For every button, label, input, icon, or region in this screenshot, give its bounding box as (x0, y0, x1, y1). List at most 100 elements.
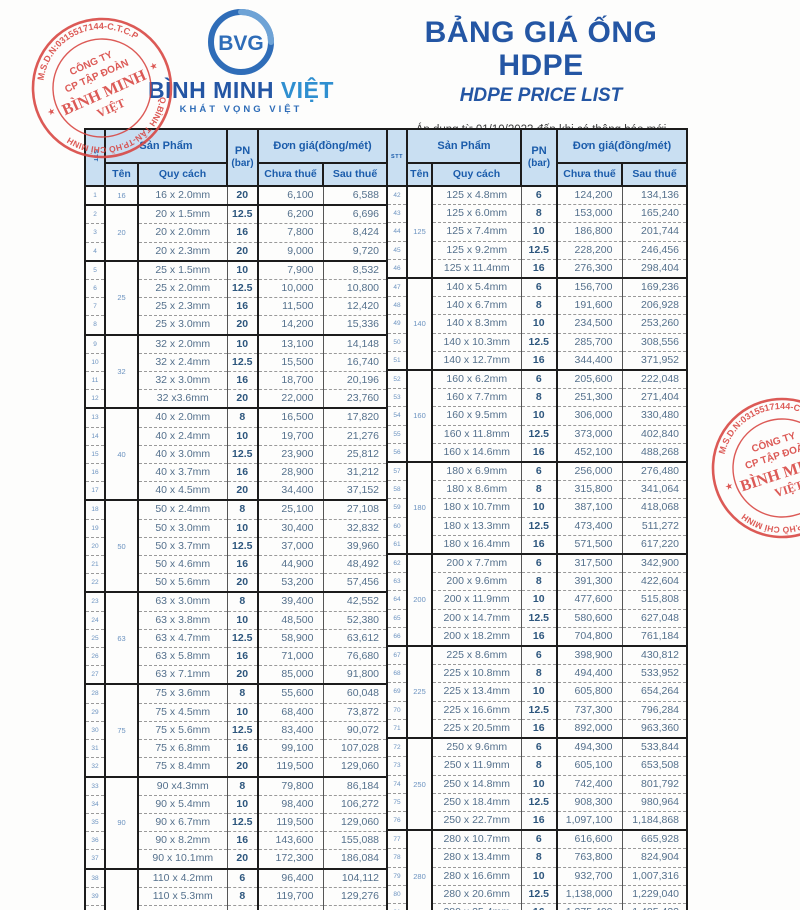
cell-chua-thue: 119,700 (258, 886, 324, 906)
cell-quy-cach: 16 x 2.0mm (137, 184, 228, 206)
cell-sau-thue: 57,456 (323, 573, 388, 593)
cell-quy-cach: 25 x 2.0mm (137, 279, 228, 298)
col-header-quy-cach: Quy cách (431, 162, 522, 187)
cell-chua-thue: 28,900 (258, 463, 324, 482)
cell-chua-thue: 1,097,100 (557, 810, 623, 831)
table-row: 75 250 x 18.4mm 12.5 908,300 980,964 (387, 792, 688, 812)
star-icon: ★ (724, 480, 735, 492)
cell-pn: 10 (227, 702, 259, 722)
price-table-right: STT Sản Phẩm PN (bar) Đơn giá(đồng/mét) Tên Qu… (386, 128, 689, 910)
col-header-chua-thue: Chưa thuế (257, 162, 324, 187)
table-row: 19 50 x 3.0mm 10 30,400 32,832 (85, 518, 388, 538)
cell-pn: 12.5 (227, 720, 259, 740)
cell-chua-thue: 68,400 (258, 702, 324, 722)
cell-chua-thue: 6,100 (258, 184, 324, 206)
cell-quy-cach: 63 x 4.7mm (137, 628, 228, 648)
cell-quy-cach: 50 x 4.6mm (137, 555, 228, 574)
cell-sau-thue: 16,740 (323, 352, 388, 372)
cell-pn: 16 (521, 350, 558, 371)
table-row: 26 63 x 5.8mm 16 71,000 76,680 (85, 647, 388, 666)
col-header-don-gia: Đơn giá(đồng/mét) (555, 128, 689, 164)
table-row: 13 40 40 x 2.0mm 8 16,500 17,820 (85, 407, 388, 502)
cell-quy-cach: 160 x 11.8mm (431, 424, 522, 444)
cell-stt: 66 (387, 626, 408, 647)
cell-stt: 25 (85, 628, 106, 648)
cell-stt: 37 (85, 849, 106, 869)
cell-chua-thue: 605,100 (557, 756, 623, 775)
table-row: 65 200 x 14.7mm 12.5 580,600 627,048 (387, 608, 688, 628)
star-icon: ★ (148, 60, 159, 72)
cell-stt: 22 (85, 573, 106, 593)
col-header-sau-thue: Sau thuế (321, 162, 389, 187)
cell-pn: 12.5 (227, 536, 259, 556)
cell-stt: 9 (85, 333, 106, 354)
page-title: BẢNG GIÁ ỐNG HDPE (424, 16, 658, 82)
cell-pn: 20 (227, 757, 259, 777)
cell-stt: 8 (85, 315, 106, 335)
cell-sau-thue: 1,007,316 (622, 866, 688, 886)
cell-chua-thue: 44,900 (258, 555, 324, 574)
col-header-stt: STT (386, 128, 408, 187)
cell-quy-cach: 250 x 11.9mm (431, 756, 522, 775)
table-row: 57 180 180 x 6.9mm 6 256,000 276,480 (387, 461, 688, 556)
table-row: 14 40 x 2.4mm 10 19,700 21,276 (85, 426, 388, 446)
table-row: 42 125 125 x 4.8mm 6 124,200 134,136 (387, 184, 688, 280)
cell-pn: 20 (227, 389, 259, 409)
table-row: 29 75 x 4.5mm 10 68,400 73,872 (85, 702, 388, 722)
cell-chua-thue: 83,400 (258, 720, 324, 740)
cell-stt: 26 (85, 647, 106, 666)
cell-pn: 16 (521, 810, 558, 831)
col-header-don-gia: Đơn giá(đồng/mét) (256, 128, 389, 164)
cell-stt: 38 (85, 867, 106, 888)
cell-ten-group: 25 (104, 259, 139, 336)
cell-sau-thue: 330,480 (622, 406, 688, 426)
table-row: 66 200 x 18.2mm 16 704,800 761,184 (387, 626, 688, 647)
col-header-quy-cach: Quy cách (137, 162, 228, 187)
cell-stt: 30 (85, 720, 106, 740)
cell-stt: 39 (85, 886, 106, 906)
cell-sau-thue: 8,424 (323, 223, 388, 243)
cell-chua-thue: 39,400 (258, 591, 324, 612)
table-row: 12 32 x3.6mm 20 22,000 23,760 (85, 389, 388, 409)
cell-pn: 16 (521, 258, 558, 279)
cell-sau-thue: 342,900 (622, 553, 688, 573)
cell-sau-thue: 796,284 (622, 700, 688, 720)
cell-quy-cach: 32 x 3.0mm (137, 371, 228, 390)
cell-pn: 10 (521, 314, 558, 334)
cell-ten-group: 250 (406, 737, 433, 832)
cell-sau-thue: 515,808 (622, 590, 688, 610)
table-row: 23 63 63 x 3.0mm 8 39,400 42,552 (85, 591, 388, 686)
table-row: 49 140 x 8.3mm 10 234,500 253,260 (387, 314, 688, 334)
cell-quy-cach: 225 x 16.6mm (431, 700, 522, 720)
cell-sau-thue: 402,840 (622, 424, 688, 444)
cell-pn: 12.5 (227, 279, 259, 298)
cell-stt: 20 (85, 536, 106, 556)
cell-quy-cach: 40 x 2.0mm (137, 407, 228, 428)
cell-quy-cach: 250 x 22.7mm (431, 810, 522, 831)
cell-chua-thue: 15,500 (258, 352, 324, 372)
svg-text:BVG: BVG (218, 32, 264, 55)
cell-sau-thue: 617,220 (622, 534, 688, 555)
cell-pn: 8 (227, 499, 259, 520)
cell-stt: 24 (85, 610, 106, 630)
cell-quy-cach: 75 x 8.4mm (137, 757, 228, 777)
cell-stt: 11 (85, 371, 106, 390)
cell-stt: 49 (387, 314, 408, 334)
cell-pn: 10 (521, 498, 558, 518)
cell-quy-cach: 280 x 13.4mm (431, 848, 522, 868)
cell-stt: 63 (387, 572, 408, 591)
cell-sau-thue: 201,744 (622, 222, 688, 242)
cell-stt: 21 (85, 555, 106, 574)
table-row: 52 160 160 x 6.2mm 6 205,600 222,048 (387, 369, 688, 464)
cell-chua-thue: 317,500 (557, 553, 623, 573)
cell-stt: 69 (387, 682, 408, 702)
cell-sau-thue: 169,236 (622, 277, 688, 297)
cell-quy-cach: 160 x 9.5mm (431, 406, 522, 426)
table-row: 28 75 75 x 3.6mm 8 55,600 60,048 (85, 683, 388, 778)
cell-chua-thue: 98,400 (258, 794, 324, 814)
cell-stt: 6 (85, 279, 106, 298)
cell-quy-cach: 32 x3.6mm (137, 389, 228, 409)
table-row: 7 25 x 2.3mm 16 11,500 12,420 (85, 297, 388, 316)
cell-quy-cach: 20 x 1.5mm (137, 204, 228, 224)
